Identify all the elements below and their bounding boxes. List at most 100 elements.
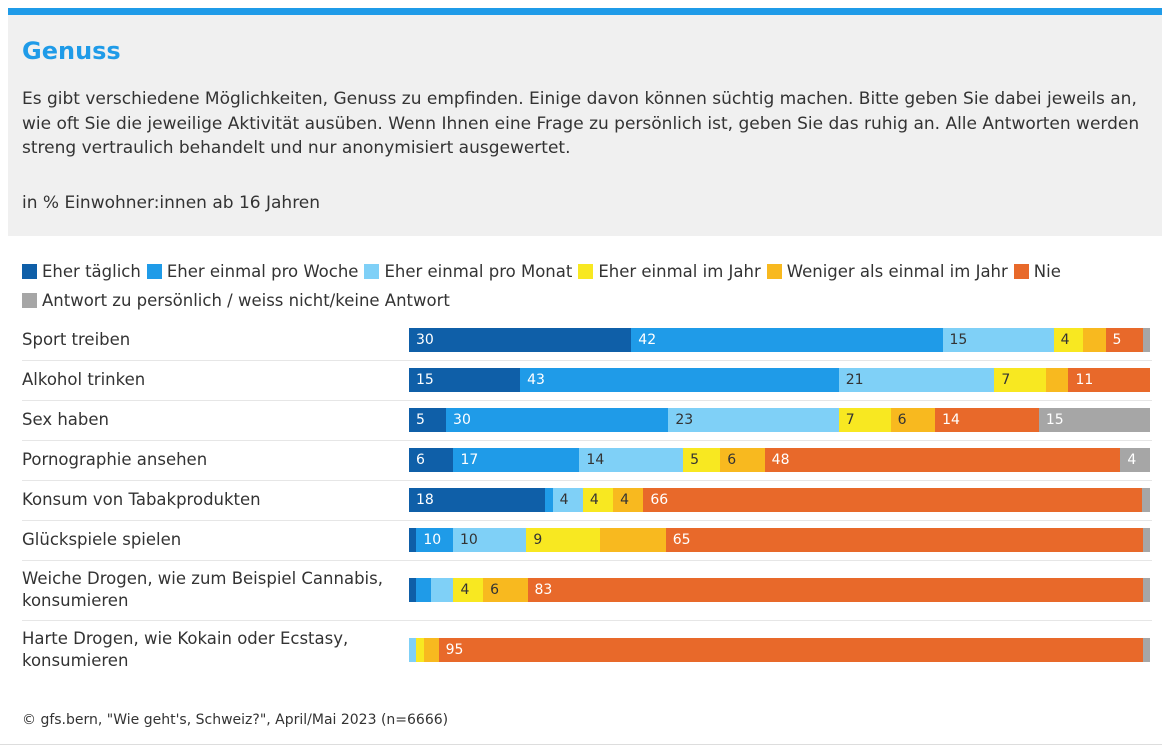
source-note: © gfs.bern, "Wie geht's, Schweiz?", Apri… bbox=[22, 712, 449, 728]
bar-segment: 17 bbox=[453, 448, 580, 472]
data-label: 95 bbox=[445, 642, 464, 658]
stacked-bar: 5 30 23 7 6 14 15 bbox=[409, 408, 1150, 432]
bar-segment: 4 bbox=[552, 488, 583, 512]
bar-segment: 7 bbox=[994, 368, 1047, 392]
header-panel: Genuss Es gibt verschiedene Möglichkeite… bbox=[8, 15, 1162, 236]
legend-swatch bbox=[1013, 264, 1029, 279]
bar-segment: 83 bbox=[527, 578, 1143, 602]
accent-bar bbox=[8, 8, 1162, 15]
data-label: 4 bbox=[1127, 452, 1137, 468]
category-label: Pornographie ansehen bbox=[22, 450, 208, 469]
data-label: 42 bbox=[638, 332, 657, 348]
bar-segment: 6 bbox=[409, 448, 454, 472]
data-label: 10 bbox=[423, 532, 442, 548]
bar-segment: 95 bbox=[438, 638, 1143, 662]
stacked-bar: 5 10 10 9 65 bbox=[409, 528, 1150, 552]
bar-segment bbox=[409, 578, 417, 602]
data-label: 6 bbox=[727, 452, 737, 468]
data-label: 65 bbox=[672, 532, 691, 548]
bar-segment: 15 bbox=[409, 368, 521, 392]
footer-divider bbox=[0, 744, 1162, 745]
legend-label: Nie bbox=[1033, 262, 1061, 281]
category-label: Sex haben bbox=[22, 410, 109, 429]
bar-segment: 30 bbox=[409, 328, 632, 352]
bar-segment bbox=[1142, 328, 1150, 352]
data-label: 5 bbox=[690, 452, 700, 468]
data-label: 23 bbox=[675, 412, 694, 428]
data-label: 43 bbox=[527, 372, 545, 388]
bar-segment: 14 bbox=[935, 408, 1039, 432]
bar-segment: 14 bbox=[579, 448, 684, 472]
bar-segment: 15 bbox=[942, 328, 1054, 352]
chart-row: Sport treiben 30 42 15 4 5 bbox=[22, 320, 1152, 361]
stacked-bar: 95 bbox=[409, 638, 1150, 662]
bar-segment: 9 bbox=[526, 528, 600, 552]
data-label: 15 bbox=[949, 332, 968, 348]
data-label: 48 bbox=[771, 452, 790, 468]
data-label: 5 bbox=[1112, 332, 1122, 348]
bar-segment: 5 bbox=[409, 408, 447, 432]
data-label: 30 bbox=[453, 412, 471, 428]
chart-row: Glückspiele spielen 5 10 10 9 65 bbox=[22, 520, 1152, 561]
data-label: 14 bbox=[586, 452, 605, 468]
data-label: 6 bbox=[416, 452, 425, 468]
unit-note: in % Einwohner:innen ab 16 Jahren bbox=[22, 193, 321, 213]
legend-label: Antwort zu persönlich / weiss nicht/kein… bbox=[42, 291, 450, 310]
legend-item: Eher einmal im Jahr bbox=[578, 258, 761, 285]
bar-segment: 5 bbox=[1105, 328, 1143, 352]
data-label: 4 bbox=[1060, 332, 1070, 348]
chart-row: Harte Drogen, wie Kokain oder Ecstasy, k… bbox=[22, 620, 1152, 680]
bar-segment bbox=[409, 638, 417, 662]
legend-item: Antwort zu persönlich / weiss nicht/kein… bbox=[22, 287, 450, 314]
category-label: Weiche Drogen, wie zum Beispiel Cannabis… bbox=[22, 569, 383, 610]
bar-segment: 5 bbox=[683, 448, 721, 472]
bar-segment: 4 bbox=[582, 488, 614, 512]
data-label: 14 bbox=[942, 412, 960, 428]
bar-segment: 10 bbox=[453, 528, 527, 552]
data-label: 66 bbox=[650, 492, 669, 508]
bar-segment: 21 bbox=[838, 368, 995, 392]
bar-segment: 5 bbox=[409, 528, 417, 552]
bar-segment: 6 bbox=[890, 408, 936, 432]
bar-segment: 48 bbox=[764, 448, 1121, 472]
category-label: Alkohol trinken bbox=[22, 370, 146, 389]
data-label: 6 bbox=[897, 412, 907, 428]
bar-segment bbox=[1142, 528, 1150, 552]
bar-segment: 30 bbox=[446, 408, 669, 432]
data-label: 83 bbox=[534, 582, 553, 598]
category-label: Konsum von Tabakprodukten bbox=[22, 490, 261, 509]
bar-segment: 66 bbox=[643, 488, 1143, 512]
data-label: 30 bbox=[416, 332, 434, 348]
bar-segment: 4 bbox=[1120, 448, 1150, 472]
bar-segment bbox=[599, 528, 666, 552]
data-label: 7 bbox=[1001, 372, 1011, 388]
bar-segment: 11 bbox=[1068, 368, 1150, 392]
chart-row: Sex haben 5 30 23 7 6 14 15 bbox=[22, 400, 1152, 441]
stacked-bar: 6 17 14 5 6 48 4 bbox=[409, 448, 1150, 472]
stacked-bar: 15 43 21 7 11 bbox=[409, 368, 1150, 392]
legend-item: Nie bbox=[1013, 258, 1061, 285]
stacked-bar: 30 42 15 4 5 bbox=[409, 328, 1150, 352]
data-label: 9 bbox=[533, 532, 543, 548]
bar-segment: 7 bbox=[838, 408, 891, 432]
legend-label: Eher einmal pro Monat bbox=[384, 262, 573, 281]
legend-swatch bbox=[146, 264, 162, 279]
data-label: 15 bbox=[416, 372, 434, 388]
category-label: Glückspiele spielen bbox=[22, 530, 182, 549]
bar-segment: 15 bbox=[1038, 408, 1150, 432]
bar-segment: 10 bbox=[416, 528, 453, 552]
bar-segment: 65 bbox=[665, 528, 1143, 552]
legend-item: Weniger als einmal im Jahr bbox=[766, 258, 1008, 285]
bar-segment: 42 bbox=[631, 328, 943, 352]
bar-segment bbox=[416, 578, 432, 602]
data-label: 7 bbox=[845, 412, 855, 428]
legend-item: Eher einmal pro Monat bbox=[364, 258, 572, 285]
data-label: 5 bbox=[416, 412, 425, 428]
bar-segment bbox=[431, 578, 454, 602]
data-label: 18 bbox=[416, 492, 434, 508]
bar-segment: 4 bbox=[453, 578, 484, 602]
legend-label: Eher täglich bbox=[42, 262, 141, 281]
category-label: Sport treiben bbox=[22, 330, 131, 349]
bar-segment: 6 bbox=[483, 578, 528, 602]
legend-item: Eher einmal pro Woche bbox=[146, 258, 358, 285]
